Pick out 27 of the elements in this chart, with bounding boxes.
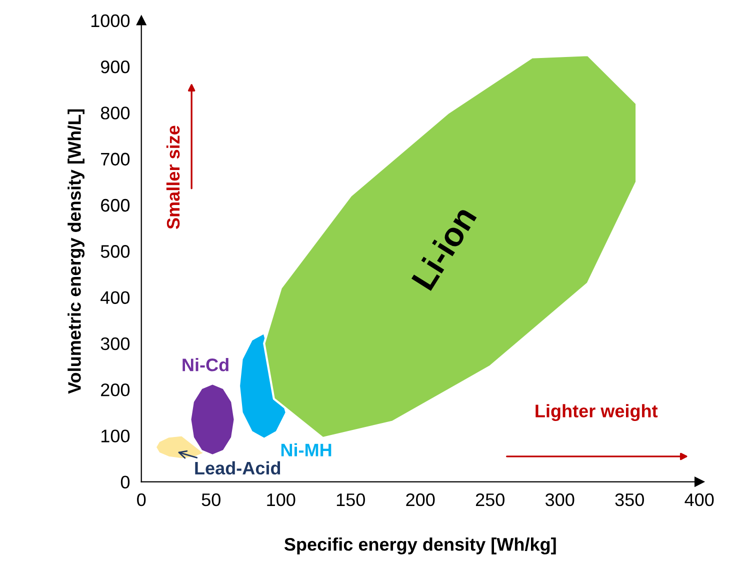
annotation: Lighter weight — [536, 404, 658, 422]
x-tick-label: 150 — [336, 493, 365, 506]
x-tick-label: 250 — [476, 493, 504, 506]
y-tick-label: 800 — [100, 106, 130, 120]
y-tick-label: 1000 — [91, 14, 130, 28]
series-label: Ni-MH — [281, 443, 332, 456]
y-tick-label: 700 — [101, 152, 130, 166]
annotation: Smaller size — [166, 126, 180, 229]
x-tick-label: 200 — [406, 493, 435, 506]
y-tick-label: 0 — [120, 476, 130, 489]
y-tick-label: 300 — [100, 337, 130, 350]
y-axis-title: Volumetric energy density [Wh/L] — [68, 109, 85, 394]
x-tick-label: 350 — [615, 493, 644, 506]
y-tick-label: 200 — [101, 383, 130, 396]
y-tick-label: 900 — [100, 60, 130, 74]
x-tick-label: 100 — [267, 493, 296, 506]
y-tick-label: 500 — [100, 245, 130, 258]
x-tick-label: 50 — [202, 493, 220, 506]
y-tick-label: 400 — [100, 291, 130, 304]
x-tick-label: 400 — [684, 493, 714, 506]
y-tick-label: 600 — [101, 198, 130, 212]
y-tick-label: 100 — [102, 430, 130, 442]
x-tick-label: 0 — [137, 493, 146, 506]
x-tick-label: 300 — [545, 493, 574, 506]
series-label: Lead-Acid — [195, 461, 280, 475]
series-label: Ni-Cd — [182, 358, 228, 372]
x-axis-title: Specific energy density [Wh/kg] — [284, 538, 556, 554]
